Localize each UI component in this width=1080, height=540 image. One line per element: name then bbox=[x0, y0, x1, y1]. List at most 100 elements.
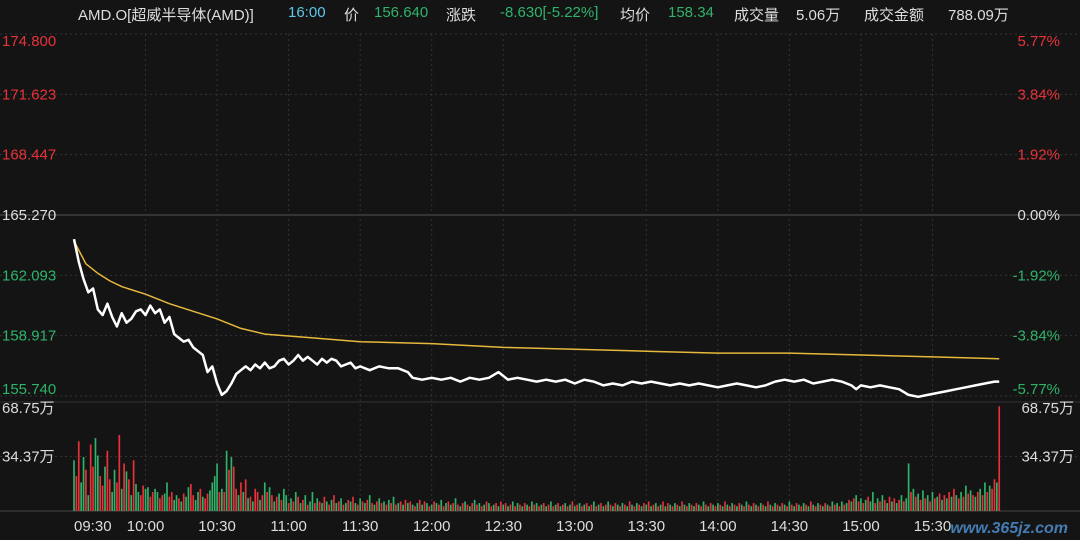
volume-bar bbox=[786, 506, 788, 511]
time-axis-label: 14:00 bbox=[699, 518, 737, 535]
stock-symbol: AMD.O[超威半导体(AMD)] bbox=[78, 7, 254, 24]
volume-bar bbox=[166, 482, 168, 511]
volume-bar bbox=[938, 493, 941, 511]
volume-bar bbox=[690, 504, 693, 511]
volume-bar bbox=[187, 487, 190, 511]
volume-bar bbox=[965, 485, 967, 511]
volume-bar bbox=[340, 498, 342, 511]
volume-bar bbox=[659, 504, 662, 511]
volume-bar bbox=[418, 499, 421, 511]
volume-bar bbox=[209, 490, 211, 511]
volume-bar bbox=[206, 493, 209, 511]
volume-bar bbox=[452, 503, 454, 511]
volume-bar bbox=[693, 506, 695, 511]
time-axis-label: 12:30 bbox=[484, 518, 522, 535]
volume-bar bbox=[728, 506, 731, 511]
volume-bar bbox=[223, 491, 226, 511]
volume-bar bbox=[736, 506, 738, 511]
volume-bar bbox=[407, 503, 409, 511]
amount-value: 788.09万 bbox=[948, 7, 1009, 24]
volume-bar bbox=[581, 506, 583, 511]
volume-bar bbox=[810, 501, 812, 511]
volume-bar bbox=[337, 501, 340, 511]
volume-bar bbox=[986, 491, 989, 511]
volume-bar bbox=[643, 503, 645, 511]
average-price-line bbox=[73, 240, 1000, 360]
volume-bar bbox=[507, 506, 509, 511]
volume-bar bbox=[934, 498, 936, 511]
volume-bar bbox=[707, 506, 710, 511]
volume-bar bbox=[461, 503, 464, 511]
volume-bar bbox=[564, 503, 567, 511]
volume-bar bbox=[838, 506, 841, 511]
volume-bar bbox=[616, 504, 619, 511]
volume-bar bbox=[671, 506, 674, 511]
volume-bar bbox=[955, 495, 958, 511]
volume-bar bbox=[397, 503, 400, 511]
volume-bar bbox=[566, 506, 569, 511]
volume-bar bbox=[108, 479, 111, 511]
volume-bar bbox=[82, 457, 85, 511]
volume-bar bbox=[535, 503, 538, 511]
volume-bar bbox=[285, 495, 288, 511]
volume-bar bbox=[612, 506, 614, 511]
volume-bar bbox=[576, 504, 578, 511]
price-axis-label: 158.917 bbox=[2, 328, 56, 345]
volume-bar bbox=[819, 504, 822, 511]
volume-bar bbox=[776, 504, 779, 511]
volume-bar bbox=[237, 495, 240, 511]
volume-bar bbox=[211, 482, 214, 511]
volume-bar bbox=[185, 496, 187, 511]
volume-bar bbox=[573, 506, 576, 511]
volume-bar bbox=[762, 504, 764, 511]
volume-bar bbox=[259, 499, 261, 511]
volume-bar bbox=[144, 488, 147, 511]
volume-bar bbox=[948, 491, 950, 511]
volume-bar bbox=[516, 503, 519, 511]
volume-bar bbox=[953, 488, 955, 511]
volume-bar bbox=[266, 491, 268, 511]
volume-bar bbox=[271, 495, 273, 511]
volume-bar bbox=[755, 504, 757, 511]
volume-bar bbox=[719, 504, 722, 511]
volume-bar bbox=[941, 499, 943, 511]
volume-bar bbox=[278, 493, 280, 511]
volume-bar bbox=[635, 503, 638, 511]
volume-bar bbox=[75, 476, 78, 511]
volume-bar bbox=[128, 479, 130, 511]
volume-bar bbox=[666, 503, 669, 511]
volume-bar bbox=[116, 482, 118, 511]
volume-bar bbox=[867, 496, 869, 511]
volume-bar bbox=[383, 501, 385, 511]
volume-bar bbox=[366, 499, 369, 511]
volume-bar bbox=[550, 501, 552, 511]
amount-label: 成交金额 bbox=[864, 7, 925, 24]
volume-bar bbox=[368, 495, 371, 511]
volume-bar bbox=[957, 498, 960, 511]
volume-bar bbox=[125, 471, 128, 511]
volume-bar bbox=[333, 495, 335, 511]
volume-bar bbox=[252, 501, 254, 511]
volume-bar bbox=[738, 503, 741, 511]
volume-bar bbox=[705, 504, 707, 511]
volume-bar bbox=[848, 499, 850, 511]
volume-bar bbox=[473, 499, 476, 511]
volume-bar bbox=[764, 506, 767, 511]
volume-bar bbox=[872, 491, 874, 511]
time-axis-label: 09:30 bbox=[74, 518, 112, 535]
volume-bar bbox=[926, 495, 929, 511]
volume-bar bbox=[230, 457, 233, 511]
volume-bar bbox=[309, 501, 311, 511]
volume-bar bbox=[335, 503, 338, 511]
volume-bar bbox=[702, 501, 705, 511]
price-axis-label: 162.093 bbox=[2, 267, 56, 284]
volume-bar bbox=[447, 501, 450, 511]
volume-bar bbox=[263, 482, 266, 511]
volume-bar bbox=[523, 503, 526, 511]
volume-bar bbox=[466, 504, 469, 511]
volume-bar bbox=[740, 504, 743, 511]
volume-bar bbox=[323, 496, 326, 511]
volume-bar bbox=[879, 501, 881, 511]
volume-bar bbox=[304, 495, 307, 511]
